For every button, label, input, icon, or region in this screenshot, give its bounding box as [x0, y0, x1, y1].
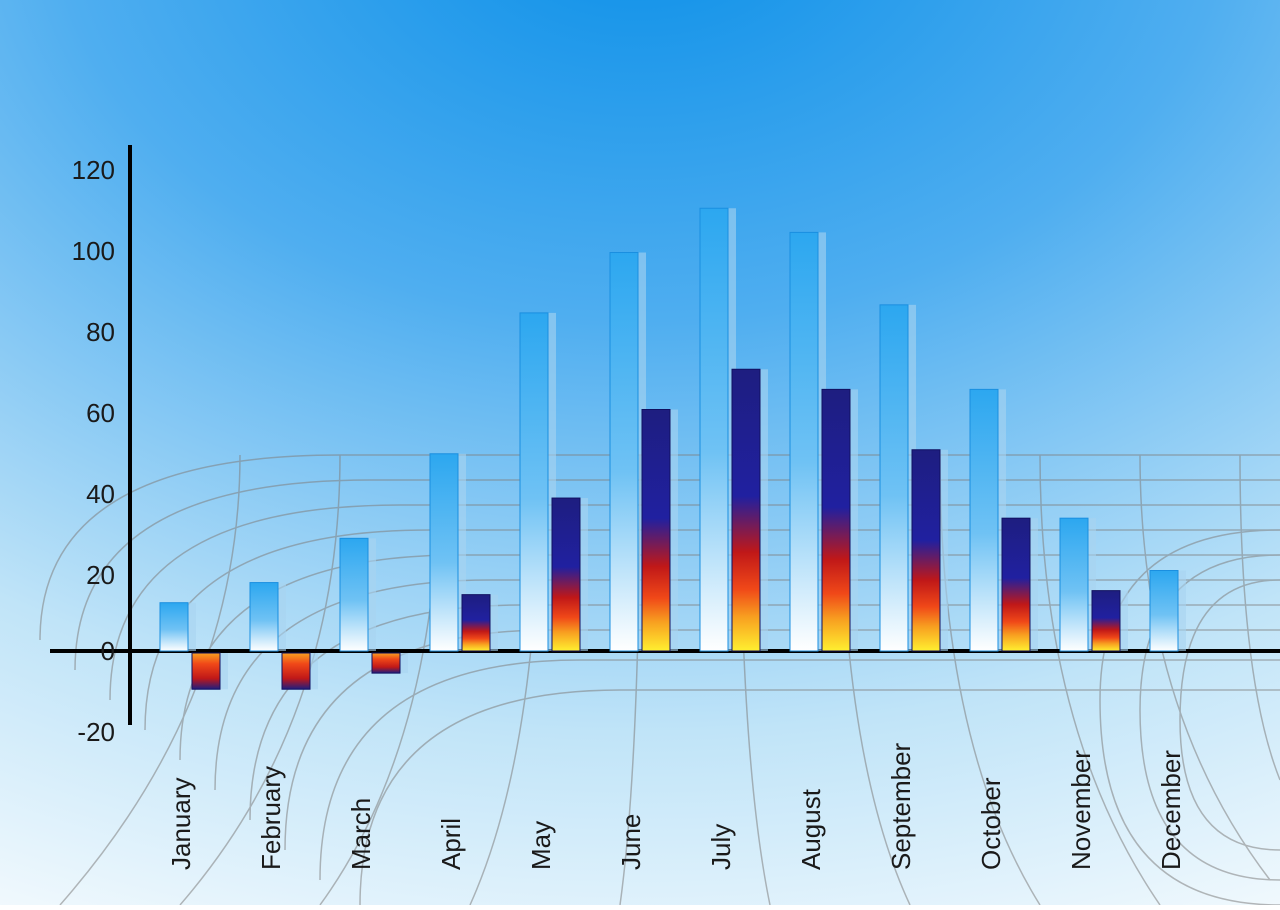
x-tick-label: March: [346, 798, 377, 870]
x-tick-label: June: [616, 814, 647, 870]
x-tick-label: December: [1156, 750, 1187, 870]
x-tick-label: February: [256, 766, 287, 870]
x-tick-label: November: [1066, 750, 1097, 870]
chart-container: 120 100 80 60 40 20 0 -20: [0, 0, 1280, 905]
x-tick-label: April: [436, 818, 467, 870]
x-tick-label: May: [526, 821, 557, 870]
x-tick-label: July: [706, 824, 737, 870]
x-tick-label: September: [886, 743, 917, 870]
x-tick-label: January: [166, 778, 197, 871]
x-tick-label: October: [976, 778, 1007, 871]
x-tick-label: August: [796, 789, 827, 870]
